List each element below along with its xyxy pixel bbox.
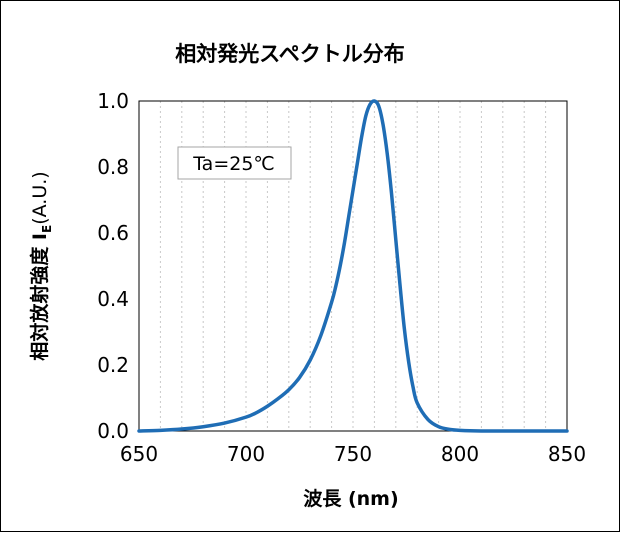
x-tick-label: 650 bbox=[120, 442, 158, 466]
chart-title: 相対発光スペクトル分布 bbox=[175, 42, 405, 66]
x-tick-label: 850 bbox=[548, 442, 586, 466]
y-tick-label: 0.6 bbox=[97, 221, 129, 245]
y-axis-title-main: 相対放射強度 I bbox=[28, 233, 51, 361]
y-tick-label: 0.2 bbox=[97, 353, 129, 377]
annotation-text: Ta=25℃ bbox=[192, 153, 275, 175]
series-line bbox=[137, 99, 569, 433]
annotation-box: Ta=25℃ bbox=[177, 146, 292, 180]
y-axis-title-tail: (A.U.) bbox=[29, 171, 51, 224]
y-axis-title-sub: E bbox=[40, 225, 54, 233]
y-tick-labels: 0.0 0.2 0.4 0.6 0.8 1.0 bbox=[97, 89, 129, 443]
x-tick-labels: 650 700 750 800 850 bbox=[120, 442, 586, 466]
x-tick-label: 800 bbox=[441, 442, 479, 466]
x-tick-label: 700 bbox=[227, 442, 265, 466]
annotation-frame bbox=[177, 146, 292, 180]
y-tick-label: 0.4 bbox=[97, 287, 129, 311]
y-tick-label: 0.0 bbox=[97, 419, 129, 443]
plot-area bbox=[138, 100, 568, 432]
x-axis-title: 波長 (nm) bbox=[303, 487, 398, 510]
y-tick-label: 0.8 bbox=[97, 155, 129, 179]
x-tick-label: 750 bbox=[334, 442, 372, 466]
y-axis-title: 相対放射強度 IE(A.U.) bbox=[28, 171, 54, 360]
y-tick-label: 1.0 bbox=[97, 89, 129, 113]
